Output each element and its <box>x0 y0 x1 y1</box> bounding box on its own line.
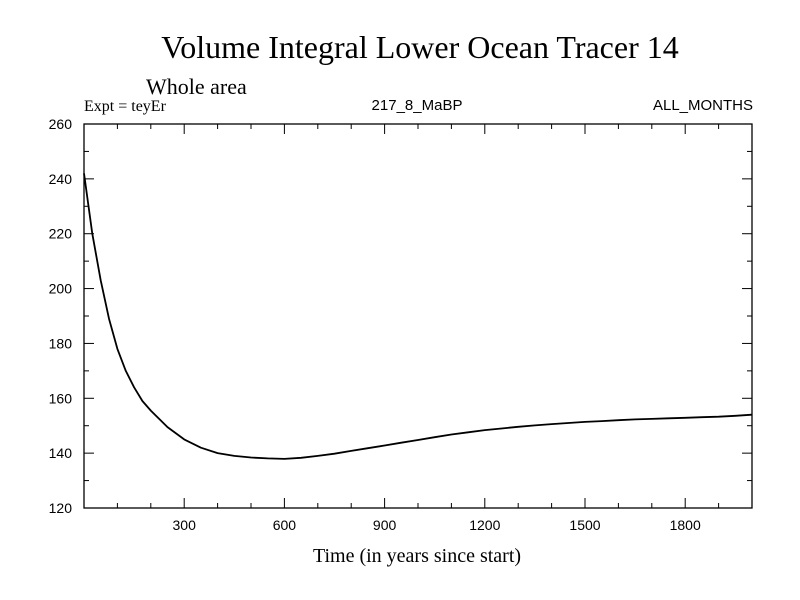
x-tick-label: 600 <box>273 517 297 533</box>
chart-title: Volume Integral Lower Ocean Tracer 14 <box>161 29 678 65</box>
period-label: 217_8_MaBP <box>372 97 463 114</box>
plot-frame <box>83 123 753 509</box>
x-tick-label: 1500 <box>569 517 600 533</box>
x-tick-label: 900 <box>373 517 397 533</box>
x-tick-label: 1800 <box>670 517 701 533</box>
y-tick-label: 160 <box>49 390 73 406</box>
y-tick-label: 200 <box>49 281 73 297</box>
series-line <box>83 173 753 460</box>
months-label: ALL_MONTHS <box>653 97 753 114</box>
y-tick-label: 140 <box>49 445 73 461</box>
x-tick-label: 300 <box>173 517 197 533</box>
y-tick-label: 240 <box>49 171 73 187</box>
plot-area: 300 600 900 1200 1500 1800 120 140 160 180 200 220 2… <box>49 116 753 533</box>
y-tick-label: 260 <box>49 116 73 132</box>
x-axis-label: Time (in years since start) <box>313 545 521 567</box>
x-tick-label: 1200 <box>469 517 500 533</box>
chart-subtitle: Whole area <box>146 74 247 99</box>
y-tick-label: 120 <box>49 500 73 516</box>
y-tick-label: 180 <box>49 335 73 351</box>
y-tick-label: 220 <box>49 226 73 242</box>
experiment-label: Expt = teyEr <box>84 98 167 115</box>
